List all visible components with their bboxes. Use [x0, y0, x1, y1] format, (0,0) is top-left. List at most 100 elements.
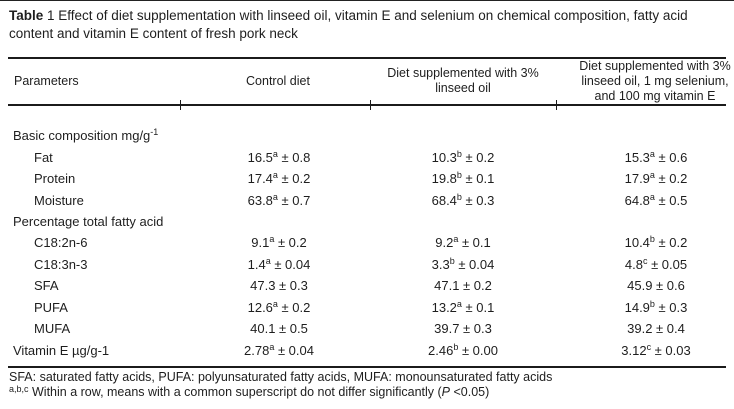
value-cell: 16.5a ± 0.8	[180, 146, 370, 167]
row-label: Basic composition mg/g-1	[13, 127, 159, 144]
column-divider-tick	[370, 100, 372, 110]
significance-superscript: a	[269, 341, 275, 352]
row-label: Moisture	[34, 192, 84, 208]
row-label: SFA	[34, 278, 59, 294]
row-label: MUFA	[34, 321, 71, 337]
significance-superscript: b	[456, 148, 462, 159]
column-divider-tick	[556, 100, 558, 110]
significance-superscript: c	[642, 255, 648, 266]
caption-text: 1 Effect of diet supplementation with li…	[9, 8, 688, 41]
value-cell: 45.9 ± 0.6	[556, 275, 726, 296]
mean-sd-value: 15.3a ± 0.6	[624, 148, 688, 165]
value-cell: 39.7 ± 0.3	[370, 318, 556, 339]
mean-sd-value: 63.8a ± 0.7	[247, 191, 311, 208]
value-cell	[370, 211, 556, 232]
mean-sd-value: 9.1a ± 0.2	[251, 234, 307, 251]
value-cell: 12.6a ± 0.2	[180, 297, 370, 318]
table-caption: Table 1 Effect of diet supplementation w…	[9, 7, 709, 43]
mean-sd-value: 39.2 ± 0.4	[627, 321, 685, 337]
mean-sd-value: 10.3b ± 0.2	[431, 148, 495, 165]
column-header-label: Parameters	[14, 73, 79, 88]
row-label: Fat	[34, 149, 53, 165]
row-label: Protein	[34, 171, 76, 187]
mean-sd-value: 3.3b ± 0.04	[431, 255, 495, 272]
value-cell: 9.2a ± 0.1	[370, 232, 556, 253]
table-row: Protein 17.4a ± 0.2 19.8b ± 0.1 17.9a ± 0.2	[8, 168, 726, 189]
significance-superscript: a	[272, 170, 278, 181]
value-cell: 40.1 ± 0.5	[180, 318, 370, 339]
significance-superscript: b	[449, 255, 455, 266]
mean-sd-value: 9.2a ± 0.1	[435, 234, 491, 251]
mean-sd-value: 2.46b ± 0.00	[428, 341, 498, 358]
significance-superscript: b	[456, 191, 462, 202]
value-cell: 2.78a ± 0.04	[180, 339, 370, 360]
column-header-label: Diet supplemented with 3% linseed oil, 1…	[579, 58, 731, 103]
table-row: PUFA 12.6a ± 0.2 13.2a ± 0.1 14.9b ± 0.3	[8, 297, 726, 318]
mean-sd-value: 14.9b ± 0.3	[624, 298, 688, 315]
mean-sd-value: 13.2a ± 0.1	[431, 298, 495, 315]
significance-superscript: b	[453, 341, 459, 352]
column-header-linseed-diet: Diet supplemented with 3% linseed oil	[370, 58, 556, 104]
footnote-significance-text: Within a row, means with a common supers…	[28, 384, 442, 399]
mean-sd-value: 12.6a ± 0.2	[247, 298, 311, 315]
mean-sd-value: 17.9a ± 0.2	[624, 170, 688, 187]
table-row: Percentage total fatty acid	[8, 211, 726, 232]
significance-superscript: a	[649, 170, 655, 181]
mean-sd-value: 10.4b ± 0.2	[624, 234, 688, 251]
footnote-significance-threshold: <0.05)	[450, 384, 490, 399]
significance-superscript: b	[649, 298, 655, 309]
footnote-significance: a,b,c Within a row, means with a common …	[9, 384, 729, 400]
significance-superscript: a	[456, 298, 462, 309]
mean-sd-value: 3.12c ± 0.03	[621, 341, 691, 358]
value-cell: 10.3b ± 0.2	[370, 146, 556, 167]
header-row: Parameters Control diet Diet supplemente…	[8, 58, 731, 104]
table-row: MUFA 40.1 ± 0.5 39.7 ± 0.3 39.2 ± 0.4	[8, 318, 726, 339]
row-label: C18:3n-3	[34, 256, 88, 272]
row-label: C18:2n-6	[34, 235, 88, 251]
significance-superscript: a	[649, 191, 655, 202]
significance-superscript: a	[272, 298, 278, 309]
table-row: Moisture 63.8a ± 0.7 68.4b ± 0.3 64.8a ± 0.…	[8, 189, 726, 210]
mean-sd-value: 39.7 ± 0.3	[434, 321, 492, 337]
value-cell: 1.4a ± 0.04	[180, 254, 370, 275]
value-cell: 10.4b ± 0.2	[556, 232, 726, 253]
value-cell: 63.8a ± 0.7	[180, 189, 370, 210]
data-table: Basic composition mg/g-1 Fat 16.5a ± 0.8 10…	[8, 125, 726, 361]
column-header-linseed-selenium-vitamin-e-diet: Diet supplemented with 3% linseed oil, 1…	[556, 58, 730, 104]
value-cell: 15.3a ± 0.6	[556, 146, 726, 167]
mean-sd-value: 45.9 ± 0.6	[627, 278, 685, 294]
mean-sd-value: 19.8b ± 0.1	[431, 170, 495, 187]
mean-sd-value: 68.4b ± 0.3	[431, 191, 495, 208]
table-body: Basic composition mg/g-1 Fat 16.5a ± 0.8 10…	[8, 125, 726, 361]
significance-superscript: a	[649, 148, 655, 159]
significance-superscript: a	[269, 234, 275, 245]
value-cell: 17.4a ± 0.2	[180, 168, 370, 189]
table-number: Table	[9, 8, 44, 23]
row-label: Vitamin E µg/g-1	[13, 342, 110, 358]
value-cell: 47.3 ± 0.3	[180, 275, 370, 296]
column-divider-tick	[180, 100, 182, 110]
top-rule	[8, 57, 726, 59]
value-cell	[180, 211, 370, 232]
mean-sd-value: 16.5a ± 0.8	[247, 148, 311, 165]
header-rule	[8, 100, 726, 110]
value-cell: 4.8c ± 0.05	[556, 254, 726, 275]
table-row: Fat 16.5a ± 0.8 10.3b ± 0.2 15.3a ± 0.6	[8, 146, 726, 167]
significance-superscript: c	[646, 341, 652, 352]
value-cell: 14.9b ± 0.3	[556, 297, 726, 318]
value-cell: 2.46b ± 0.00	[370, 339, 556, 360]
value-cell: 64.8a ± 0.5	[556, 189, 726, 210]
table-row: SFA 47.3 ± 0.3 47.1 ± 0.2 45.9 ± 0.6	[8, 275, 726, 296]
value-cell: 3.3b ± 0.04	[370, 254, 556, 275]
value-cell	[556, 125, 726, 146]
value-cell: 19.8b ± 0.1	[370, 168, 556, 189]
value-cell: 68.4b ± 0.3	[370, 189, 556, 210]
significance-superscript: b	[456, 170, 462, 181]
value-cell: 17.9a ± 0.2	[556, 168, 726, 189]
value-cell: 9.1a ± 0.2	[180, 232, 370, 253]
column-header-control-diet: Control diet	[180, 58, 370, 104]
significance-superscript: a	[265, 255, 271, 266]
significance-superscript: a	[453, 234, 459, 245]
table-row: C18:2n-6 9.1a ± 0.2 9.2a ± 0.1 10.4b ± 0.2	[8, 232, 726, 253]
significance-superscript: a	[272, 148, 278, 159]
